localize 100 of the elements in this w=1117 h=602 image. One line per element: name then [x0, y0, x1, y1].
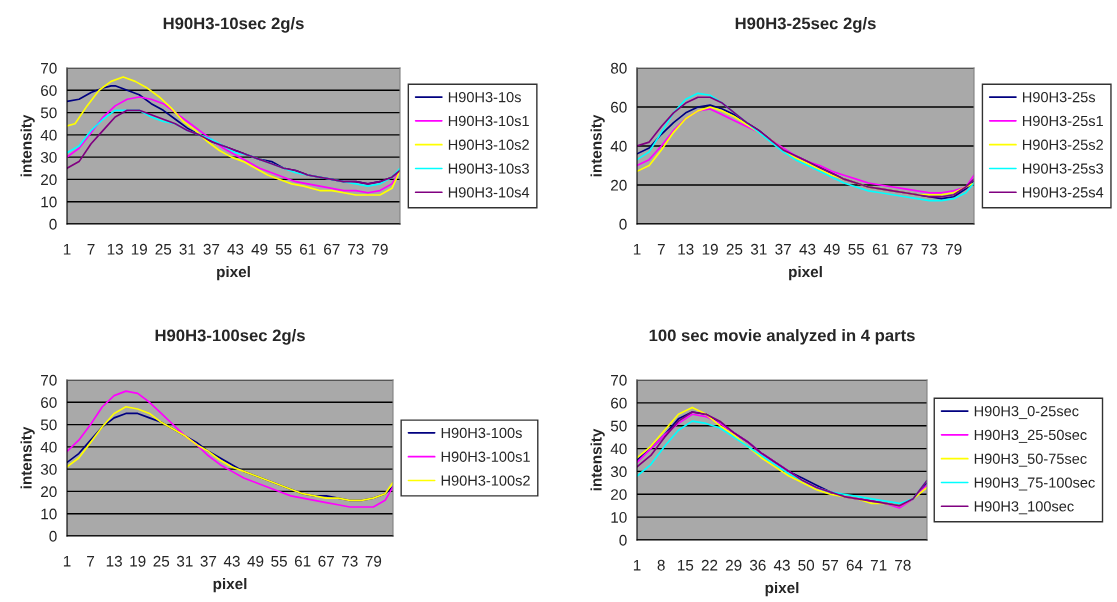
legend-label: H90H3-10s1 [448, 115, 529, 127]
x-tick-label: 8 [657, 559, 665, 571]
x-tick-label: 13 [106, 555, 122, 567]
x-tick-label: 19 [702, 243, 718, 255]
y-tick-label: 40 [40, 129, 57, 141]
x-tick-label: 29 [725, 559, 742, 571]
x-tick-label: 13 [678, 243, 694, 255]
x-tick-label: 43 [773, 559, 790, 571]
y-tick-label: 0 [49, 530, 57, 542]
x-tick-label: 73 [921, 243, 938, 255]
x-tick-label: 49 [251, 243, 268, 255]
y-tick-label: 30 [40, 152, 57, 163]
x-tick-label: 79 [372, 243, 388, 255]
chart-title: H90H3-100sec 2g/s [155, 329, 305, 345]
chart-title: H90H3-10sec 2g/s [163, 17, 304, 33]
x-tick-label: 1 [63, 244, 71, 255]
x-tick-label: 37 [200, 555, 217, 567]
x-tick-label: 31 [176, 555, 193, 567]
legend-label: H90H3-25s4 [1023, 187, 1104, 198]
x-tick-label: 67 [897, 243, 913, 255]
y-tick-label: 0 [619, 534, 627, 546]
x-axis-title: pixel [217, 266, 250, 281]
y-tick-label: 50 [40, 107, 57, 119]
x-axis-title: pixel [213, 578, 247, 593]
x-tick-label: 31 [750, 243, 767, 255]
x-tick-label: 67 [318, 555, 334, 567]
x-tick-label: 61 [294, 555, 311, 567]
y-tick-label: 40 [610, 443, 627, 455]
y-tick-label: 70 [41, 62, 57, 74]
legend-label: H90H3_100sec [974, 501, 1074, 515]
x-tick-label: 43 [227, 243, 244, 255]
x-tick-label: 78 [895, 559, 911, 571]
y-axis-title: intensity [590, 428, 605, 491]
legend-label: H90H3-10s [448, 91, 521, 103]
x-tick-label: 15 [678, 560, 694, 571]
legend-label: H90H3_0-25sec [974, 405, 1079, 420]
y-tick-label: 20 [41, 174, 57, 186]
y-tick-label: 30 [610, 466, 627, 478]
y-tick-label: 20 [41, 486, 57, 498]
legend-label: H90H3-10s3 [448, 163, 529, 174]
x-tick-label: 64 [846, 559, 863, 571]
x-tick-label: 57 [822, 560, 839, 571]
y-tick-label: 70 [611, 374, 627, 386]
x-tick-label: 13 [107, 243, 123, 255]
y-tick-label: 10 [611, 512, 627, 523]
y-axis-title: intensity [20, 114, 35, 177]
x-tick-label: 79 [945, 243, 962, 255]
y-axis-title: intensity [20, 426, 35, 489]
x-tick-label: 36 [749, 559, 766, 571]
x-tick-label: 25 [726, 243, 743, 255]
x-tick-label: 22 [701, 559, 718, 571]
y-axis-title: intensity [590, 114, 605, 177]
x-tick-label: 19 [130, 555, 146, 567]
y-tick-label: 10 [41, 508, 57, 520]
y-tick-label: 0 [49, 218, 57, 230]
legend-label: H90H3-100s1 [441, 451, 530, 462]
legend-label: H90H3-100s2 [441, 475, 530, 486]
y-tick-label: 60 [41, 85, 57, 96]
y-tick-label: 10 [41, 196, 57, 208]
y-tick-label: 40 [40, 441, 57, 453]
x-tick-label: 73 [348, 243, 364, 255]
x-tick-label: 7 [657, 244, 665, 255]
y-tick-label: 60 [611, 101, 627, 113]
x-tick-label: 37 [203, 243, 220, 255]
x-tick-label: 67 [324, 243, 340, 255]
x-tick-label: 1 [633, 244, 641, 255]
legend-label: H90H3-25s [1023, 91, 1096, 103]
legend-label: H90H3-25s3 [1023, 163, 1104, 174]
x-tick-label: 73 [342, 555, 358, 567]
legend-label: H90H3-10s2 [448, 139, 529, 150]
x-tick-label: 49 [247, 555, 264, 567]
x-tick-label: 1 [633, 560, 641, 571]
x-tick-label: 37 [775, 243, 791, 255]
x-tick-label: 43 [223, 555, 240, 567]
x-tick-label: 55 [275, 244, 292, 255]
y-tick-label: 50 [40, 419, 57, 431]
x-tick-label: 1 [63, 556, 71, 567]
x-tick-label: 7 [87, 244, 95, 255]
y-tick-label: 30 [40, 464, 57, 475]
legend-label: H90H3-25s1 [1023, 115, 1103, 127]
x-tick-label: 49 [823, 243, 840, 255]
x-tick-label: 43 [799, 243, 816, 255]
x-tick-label: 61 [300, 243, 316, 255]
y-tick-label: 20 [611, 179, 627, 191]
legend-label: H90H3-25s2 [1023, 139, 1103, 150]
chart-title: 100 sec movie analyzed in 4 parts [649, 329, 915, 345]
x-tick-label: 25 [153, 555, 170, 567]
x-tick-label: 55 [271, 556, 287, 567]
legend-label: H90H3_50-75sec [974, 453, 1087, 467]
legend-label: H90H3-10s4 [448, 187, 530, 198]
x-tick-label: 31 [179, 243, 196, 255]
x-tick-label: 55 [848, 244, 865, 255]
x-tick-label: 79 [365, 555, 382, 567]
y-tick-label: 70 [41, 374, 57, 386]
x-tick-label: 19 [131, 243, 147, 255]
legend-label: H90H3_25-50sec [974, 429, 1087, 443]
y-tick-label: 40 [610, 140, 627, 152]
x-tick-label: 50 [798, 559, 815, 571]
y-tick-label: 60 [611, 397, 627, 409]
x-axis-title: pixel [789, 266, 822, 281]
